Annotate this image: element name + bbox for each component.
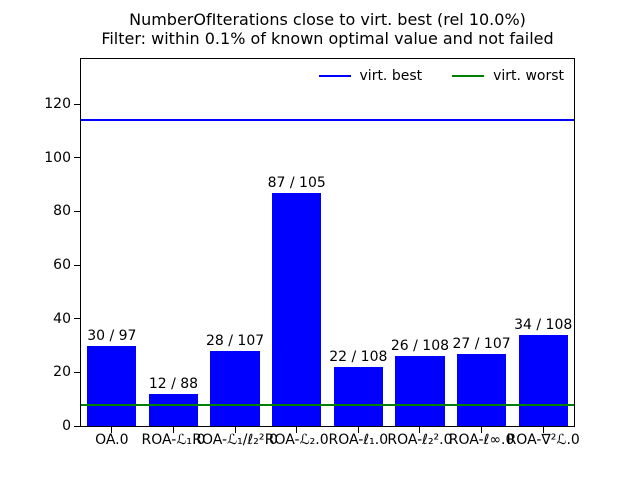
x-axis-tick bbox=[296, 427, 298, 433]
legend-label: virt. worst bbox=[493, 68, 564, 84]
bar bbox=[395, 356, 445, 426]
x-axis-tick bbox=[357, 427, 359, 433]
x-axis-tick-label: ROA-ℒ₂.0 bbox=[264, 432, 329, 448]
bar-value-label: 27 / 107 bbox=[452, 335, 511, 352]
x-axis-tick-label: ROA-ℓ₁.0 bbox=[328, 432, 389, 448]
y-axis-tick bbox=[74, 210, 80, 212]
bar-value-label: 26 / 108 bbox=[390, 338, 450, 355]
y-axis-tick bbox=[74, 371, 80, 373]
bar-value-label: 30 / 97 bbox=[87, 327, 137, 344]
bar bbox=[210, 350, 260, 426]
y-axis-tick-label: 60 bbox=[53, 257, 71, 274]
x-axis-tick-label: ROA-ℒ₁/ℓ₂².0 bbox=[192, 432, 278, 448]
y-axis-tick bbox=[74, 425, 80, 427]
y-axis-tick bbox=[74, 103, 80, 105]
legend-line-icon bbox=[452, 75, 485, 77]
x-axis-tick-label: ROA-∇²ℒ.0 bbox=[506, 432, 580, 448]
reference-line-virt-best bbox=[81, 119, 574, 122]
bar bbox=[333, 366, 383, 426]
x-axis-tick bbox=[234, 427, 236, 433]
y-axis-tick bbox=[74, 157, 80, 159]
legend-line-icon bbox=[318, 75, 351, 77]
x-axis-tick bbox=[542, 427, 544, 433]
reference-line-virt-worst bbox=[81, 403, 574, 406]
y-axis-tick-label: 120 bbox=[44, 96, 71, 113]
y-axis-tick-label: 40 bbox=[53, 310, 71, 327]
chart-title-line1: NumberOfIterations close to virt. best (… bbox=[129, 10, 526, 29]
x-axis-tick bbox=[172, 427, 174, 433]
bar-value-label: 87 / 105 bbox=[267, 174, 326, 191]
bar-value-label: 22 / 108 bbox=[329, 348, 388, 365]
chart-title-line2: Filter: within 0.1% of known optimal val… bbox=[101, 29, 554, 48]
x-axis-tick-label: ROA-ℒ₁.0 bbox=[141, 432, 206, 448]
x-axis-tick bbox=[481, 427, 483, 433]
x-axis-tick-label: OA.0 bbox=[95, 432, 129, 448]
x-axis-tick bbox=[419, 427, 421, 433]
x-axis-tick bbox=[111, 427, 113, 433]
y-axis-tick-label: 80 bbox=[53, 203, 71, 220]
y-axis-tick bbox=[74, 264, 80, 266]
x-axis-tick-label: ROA-ℓ₂².0 bbox=[387, 432, 453, 448]
bar-value-label: 28 / 107 bbox=[205, 332, 265, 349]
bar bbox=[87, 345, 137, 426]
bar bbox=[148, 393, 199, 426]
y-axis-tick-label: 0 bbox=[62, 418, 71, 434]
plot-area: 0 20 40 60 80 100 120 30 / 97 OA.0 12 / 88 ROA-ℒ₁.… bbox=[44, 58, 580, 448]
chart-title: NumberOfIterations close to virt. best (… bbox=[80, 10, 575, 48]
legend: virt. best virt. worst bbox=[318, 68, 564, 84]
legend-entry: virt. best bbox=[318, 68, 423, 84]
x-axis-tick-label: ROA-ℓ∞.0 bbox=[448, 432, 515, 448]
legend-label: virt. best bbox=[359, 68, 423, 84]
bar bbox=[272, 192, 322, 426]
bar bbox=[456, 353, 507, 426]
bar-value-label: 34 / 108 bbox=[514, 316, 573, 333]
bar-value-label: 12 / 88 bbox=[148, 375, 199, 392]
y-axis-tick-label: 20 bbox=[53, 364, 71, 381]
y-axis-tick-label: 100 bbox=[44, 149, 71, 166]
y-axis-tick bbox=[74, 318, 80, 320]
bar bbox=[518, 334, 568, 426]
legend-entry: virt. worst bbox=[452, 68, 564, 84]
